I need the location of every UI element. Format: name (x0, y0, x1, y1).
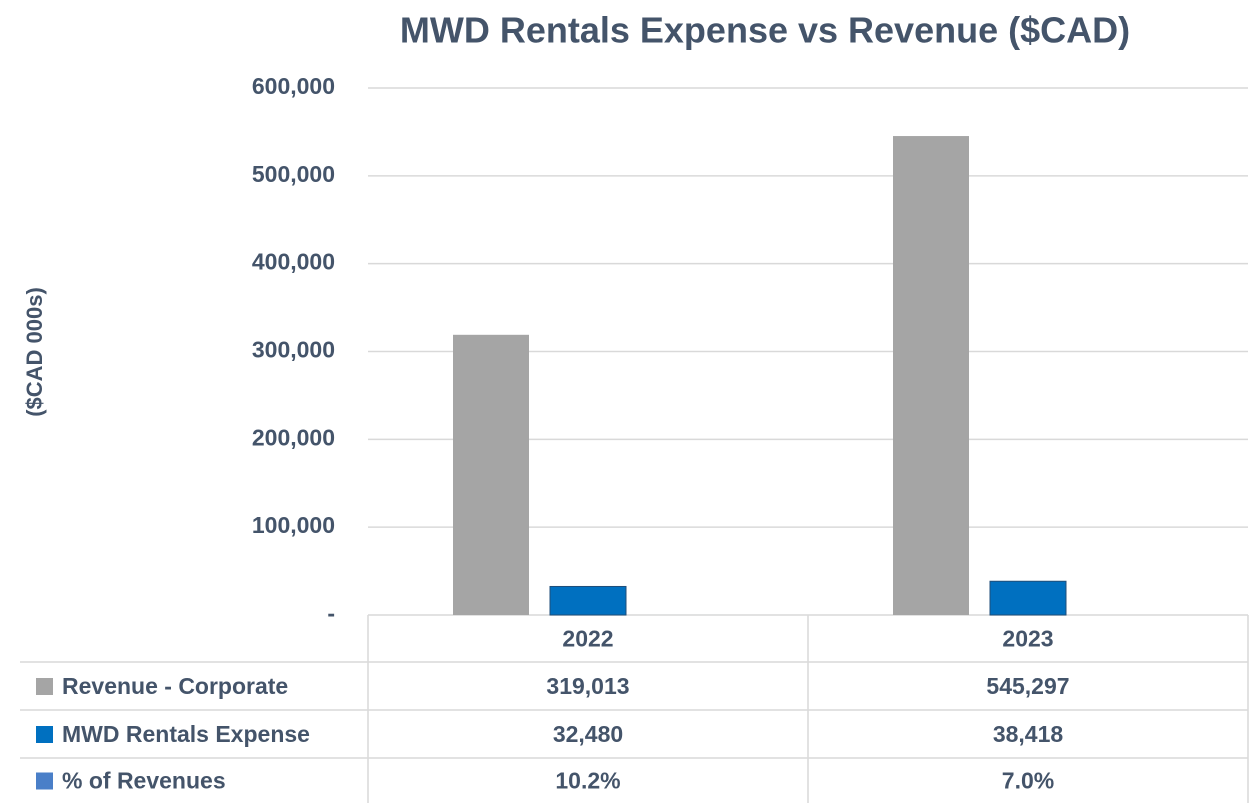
y-tick-label: 300,000 (252, 337, 335, 363)
chart-title: MWD Rentals Expense vs Revenue ($CAD) (400, 10, 1130, 51)
y-tick-label: 100,000 (252, 512, 335, 538)
x-tick-label: 2022 (562, 626, 613, 652)
legend-label: % of Revenues (62, 768, 226, 794)
y-tick-label: 500,000 (252, 161, 335, 187)
bar (989, 580, 1067, 616)
legend-key (36, 726, 53, 743)
y-tick-label: 400,000 (252, 249, 335, 275)
bar (893, 136, 969, 615)
legend-label: MWD Rentals Expense (62, 721, 310, 747)
y-tick-label: 200,000 (252, 424, 335, 450)
table-value: 319,013 (546, 673, 629, 699)
y-axis-label: ($CAD 000s) (22, 287, 47, 417)
legend-key (36, 678, 53, 695)
table-value: 10.2% (555, 768, 620, 794)
legend-label: Revenue - Corporate (62, 673, 288, 699)
table-value: 7.0% (1002, 768, 1054, 794)
y-tick-label: 600,000 (252, 73, 335, 99)
y-tick-label: - (327, 600, 335, 626)
bar (453, 334, 529, 615)
table-value: 32,480 (553, 721, 623, 747)
table-value: 545,297 (986, 673, 1069, 699)
x-tick-label: 2023 (1002, 626, 1053, 652)
legend-key (36, 772, 53, 790)
table-value: 38,418 (993, 721, 1064, 747)
bar (549, 585, 627, 616)
